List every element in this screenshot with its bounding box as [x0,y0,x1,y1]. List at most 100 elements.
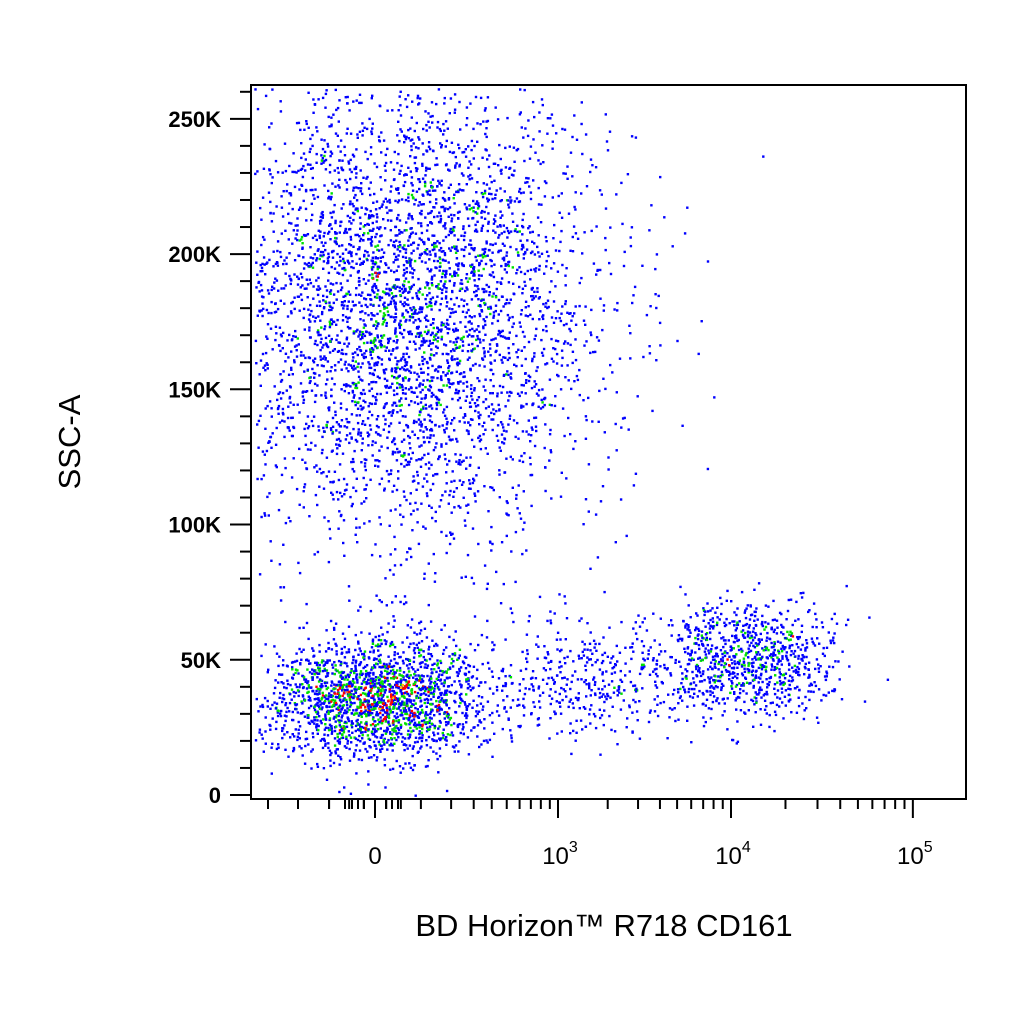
event-dot [355,440,359,443]
event-dot [369,350,373,354]
event-dot [412,660,416,664]
event-dot [446,207,450,211]
event-dot [294,329,297,333]
event-dot [343,261,346,265]
event-dot [450,662,453,665]
event-dot [427,344,431,347]
event-dot [443,209,446,213]
event-dot [430,275,434,278]
event-dot [299,293,303,296]
event-dot [407,166,410,169]
event-dot [504,262,507,266]
event-dot [519,270,523,274]
event-dot [530,434,533,437]
event-dot [354,351,357,354]
event-dot [399,504,402,507]
event-dot [367,770,370,773]
event-dot [380,344,383,347]
event-dot [426,373,430,376]
event-dot [500,358,503,362]
event-dot [467,432,470,436]
event-dot [300,658,303,661]
event-dot [418,385,421,388]
event-dot [507,318,510,322]
event-dot [324,158,328,162]
event-dot [445,405,449,409]
event-dot [311,261,314,265]
event-dot [394,327,397,330]
event-dot [533,242,536,245]
event-dot [334,240,337,244]
event-dot [347,228,351,231]
event-dot [425,666,429,669]
event-dot [496,319,500,323]
event-dot [487,165,491,169]
event-dot [279,599,283,602]
event-dot [350,504,353,508]
event-dot [550,337,553,341]
event-dot [561,263,564,267]
event-dot [386,200,389,203]
event-dot [526,134,530,138]
event-dot [449,531,452,534]
event-dot [374,543,377,546]
event-dot [447,502,450,505]
event-dot [348,327,351,330]
event-dot [397,360,400,363]
event-dot [527,379,531,383]
event-dot [405,318,408,322]
event-dot [566,177,569,180]
event-dot [422,371,425,374]
event-dot [392,693,395,697]
event-dot [370,244,373,247]
event-dot [515,497,518,500]
event-dot [330,732,334,735]
event-dot [521,233,524,236]
event-dot [390,297,394,300]
event-dot [274,464,278,467]
event-dot [499,334,503,338]
event-dot [410,252,413,255]
event-dot [469,487,472,490]
event-dot [533,385,536,388]
event-dot [331,306,334,310]
event-dot [412,421,416,425]
event-dot [399,294,402,297]
event-dot [325,629,328,632]
event-dot [417,243,420,247]
event-dot [482,347,485,350]
event-dot [461,151,464,154]
event-dot [329,223,332,226]
event-dot [476,181,479,184]
event-dot [293,361,296,364]
event-dot [330,227,333,230]
event-dot [337,437,341,441]
event-dot [406,298,409,301]
event-dot [282,287,286,290]
event-dot [389,472,393,476]
event-dot [426,253,429,256]
event-dot [527,340,531,344]
event-dot [299,683,302,686]
event-dot [353,212,356,216]
event-dot [512,419,516,422]
event-dot [549,619,552,622]
event-dot [469,689,473,692]
event-dot [388,349,391,352]
event-dot [335,703,338,706]
event-dot [388,708,392,711]
event-dot [471,418,474,421]
event-dot [309,281,313,285]
event-dot [519,111,522,114]
event-dot [424,396,427,399]
event-dot [254,172,257,176]
event-dot [295,233,298,236]
event-dot [493,179,496,182]
event-dot [428,419,432,422]
event-dot [366,222,369,226]
event-dot [355,414,358,417]
event-dot [455,248,458,251]
event-dot [264,463,267,466]
event-dot [307,698,310,702]
event-dot [429,181,432,184]
